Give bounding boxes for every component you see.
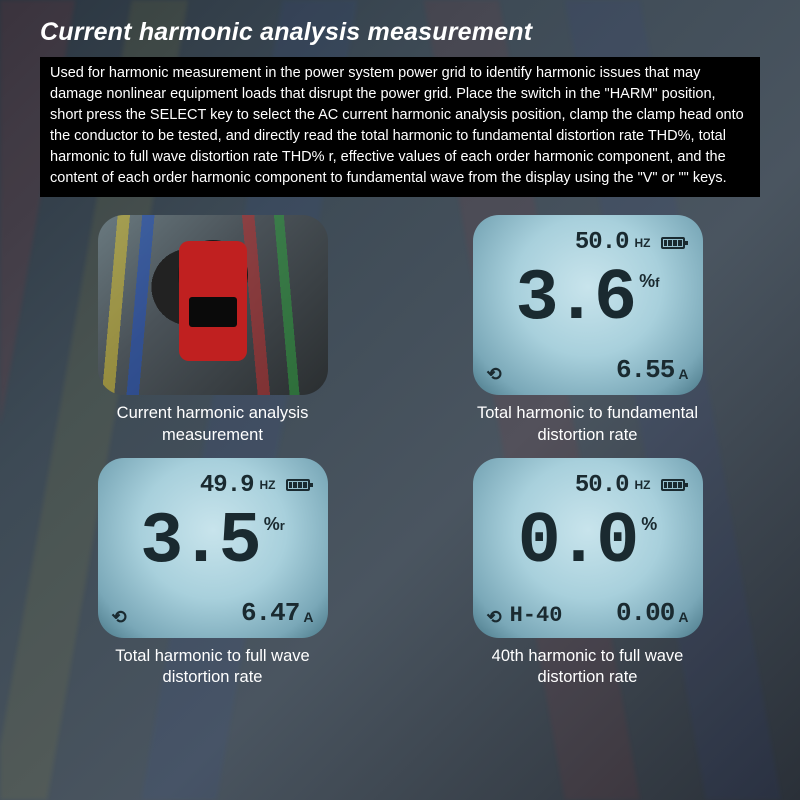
meter-screen [189, 297, 237, 327]
secondary-reading: 6.47 [241, 598, 299, 628]
frequency-value: 50.0 [575, 472, 629, 499]
panel-cell: 50.0 HZ 0.0 % ⟲ H-40 0.00 A [445, 458, 730, 689]
secondary-reading: 6.55 [616, 355, 674, 385]
panel-grid: Current harmonic analysis measurement 50… [40, 215, 760, 689]
lcd-bottom-row: ⟲ 6.47 A [112, 598, 314, 628]
main-unit: %r [264, 514, 285, 535]
harmonic-order-label: H-40 [510, 603, 563, 628]
secondary-reading: 0.00 [616, 598, 674, 628]
panel-cell: 49.9 HZ 3.5 %r ⟲ 6.47 A Total harmonic t… [70, 458, 355, 689]
panel-caption: 40th harmonic to full wave distortion ra… [458, 646, 718, 689]
panel-caption: Total harmonic to full wave distortion r… [83, 646, 343, 689]
page-title: Current harmonic analysis measurement [40, 18, 760, 47]
panel-cell: Current harmonic analysis measurement [70, 215, 355, 446]
cycle-icon: ⟲ [112, 607, 127, 628]
main-reading: 3.6 [516, 263, 634, 335]
panel-cell: 50.0 HZ 3.6 %f ⟲ 6.55 A Total harmonic t… [445, 215, 730, 446]
lcd-display: 50.0 HZ 3.6 %f ⟲ 6.55 A [473, 215, 703, 395]
lcd-top-row: 50.0 HZ [575, 472, 685, 499]
cycle-icon: ⟲ [487, 607, 502, 628]
battery-icon [286, 479, 310, 491]
frequency-unit: HZ [260, 478, 276, 492]
main-reading: 0.0 [518, 506, 636, 578]
clamp-meter-illustration [98, 215, 328, 395]
lcd-top-row: 49.9 HZ [200, 472, 310, 499]
panel-caption: Current harmonic analysis measurement [83, 403, 343, 446]
lcd-display: 50.0 HZ 0.0 % ⟲ H-40 0.00 A [473, 458, 703, 638]
secondary-unit: A [303, 609, 313, 625]
frequency-unit: HZ [635, 236, 651, 250]
main-reading: 3.5 [140, 506, 258, 578]
lcd-display: 49.9 HZ 3.5 %r ⟲ 6.47 A [98, 458, 328, 638]
cycle-icon: ⟲ [487, 364, 502, 385]
main-unit: %f [639, 271, 659, 292]
battery-icon [661, 237, 685, 249]
lcd-top-row: 50.0 HZ [575, 229, 685, 256]
description-block: Used for harmonic measurement in the pow… [40, 57, 760, 197]
clamp-meter-photo [98, 215, 328, 395]
secondary-unit: A [678, 609, 688, 625]
panel-caption: Total harmonic to fundamental distortion… [458, 403, 718, 446]
lcd-main-row: 3.6 %f [473, 263, 703, 335]
lcd-main-row: 3.5 %r [98, 506, 328, 578]
lcd-main-row: 0.0 % [473, 506, 703, 578]
secondary-unit: A [678, 366, 688, 382]
frequency-value: 50.0 [575, 229, 629, 256]
lcd-bottom-row: ⟲ 6.55 A [487, 355, 689, 385]
battery-icon [661, 479, 685, 491]
lcd-bottom-row: ⟲ H-40 0.00 A [487, 598, 689, 628]
frequency-value: 49.9 [200, 472, 254, 499]
main-unit: % [641, 514, 657, 535]
frequency-unit: HZ [635, 478, 651, 492]
